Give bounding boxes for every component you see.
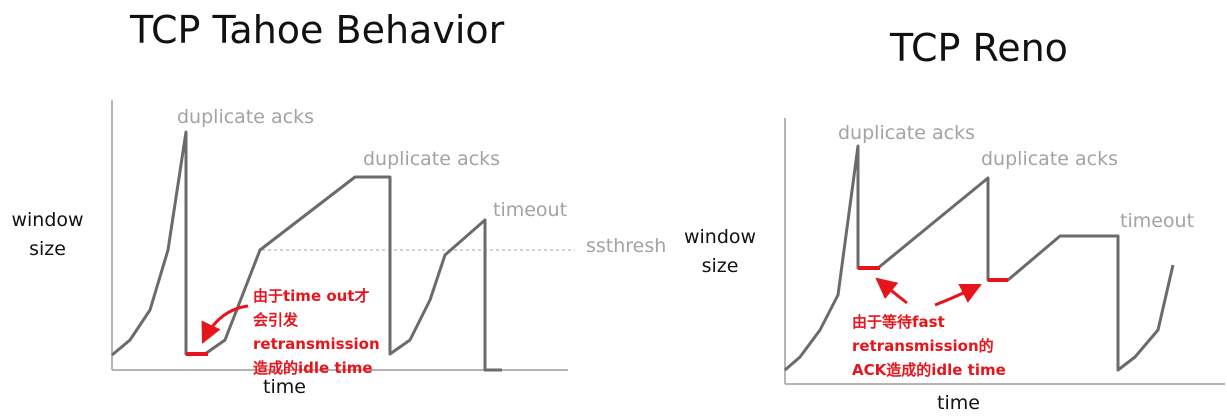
reno-annotation-line-3: ACK造成的idle time [852,361,1006,379]
tahoe-y-axis-label: window size [5,206,90,264]
tahoe-annotation-line-2: 会引发 [253,311,299,329]
reno-annotation-arrow-left [875,277,908,305]
tahoe-label-timeout: timeout [493,199,568,221]
tahoe-annotation-line-4: 造成的idle time [253,359,373,377]
tahoe-label-duplicate-acks-1: duplicate acks [177,106,314,128]
reno-annotation-line-2: retransmission的 [852,337,994,355]
reno-panel [784,118,1225,385]
tahoe-ylabel-line-2: size [29,238,66,260]
tahoe-ylabel-line-1: window [11,209,84,231]
reno-label-duplicate-acks-2: duplicate acks [981,148,1118,170]
reno-y-axis-label: window size [676,223,764,281]
tahoe-annotation-line-1: 由于time out才 [253,287,370,305]
tahoe-title: TCP Tahoe Behavior [130,8,505,52]
tahoe-window-curve [111,130,502,372]
tahoe-x-axis-label: time [263,376,306,398]
tahoe-annotation: 由于time out才 会引发 retransmission 造成的idle t… [253,284,380,380]
reno-x-axis-label: time [937,392,980,414]
tahoe-label-ssthresh: ssthresh [586,235,667,257]
reno-ylabel-line-2: size [701,255,739,277]
tahoe-annotation-line-3: retransmission [253,335,380,353]
reno-label-timeout: timeout [1120,210,1195,232]
reno-annotation: 由于等待fast retransmission的 ACK造成的idle time [852,310,1006,382]
reno-title: TCP Reno [890,26,1068,70]
tahoe-label-duplicate-acks-2: duplicate acks [363,148,500,170]
reno-ylabel-line-1: window [683,226,757,248]
tahoe-panel [111,100,575,372]
reno-annotation-arrow-right [934,283,982,307]
tahoe-annotation-arrow [201,304,249,344]
reno-window-curve [784,144,1175,372]
reno-annotation-line-1: 由于等待fast [852,313,945,331]
reno-label-duplicate-acks-1: duplicate acks [838,122,975,144]
